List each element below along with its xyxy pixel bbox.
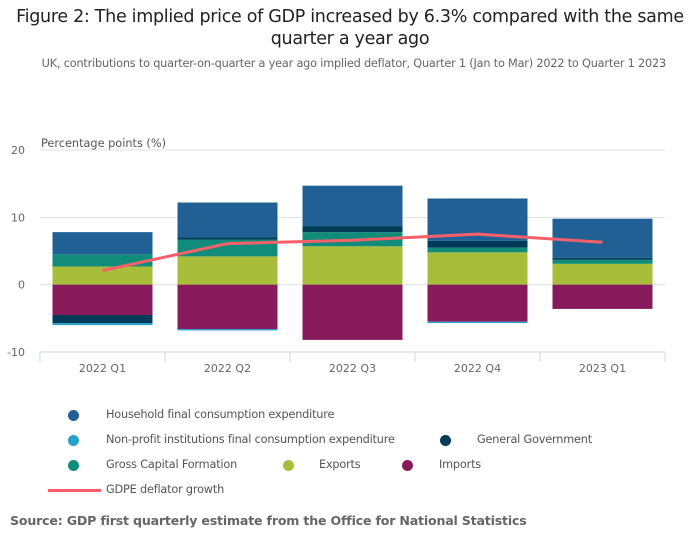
y-tick-label: 10 [11,211,25,224]
legend-item[interactable]: Imports [439,458,481,471]
bar-segment [52,314,153,324]
legend-item[interactable]: Gross Capital Formation [106,458,238,471]
bar-segment [177,237,278,240]
bar-segment [302,226,403,233]
legend-marker-icon [68,460,79,471]
x-tick-label: 2022 Q1 [79,362,126,375]
x-tick-label: 2022 Q2 [204,362,251,375]
legend-marker-icon [440,435,451,446]
x-tick-label: 2023 Q1 [579,362,626,375]
legend-item[interactable]: Exports [319,458,361,471]
y-tick-label: 20 [11,144,25,157]
bar-segment [427,252,528,285]
bar-segment [427,284,528,322]
legend-item[interactable]: General Government [477,433,592,446]
bar-segment [302,246,403,285]
bar-segment [52,266,153,285]
chart-plot: 20 10 0 -10 2022 Q1 2022 Q2 2022 Q3 2022 Q4 202… [7,137,666,375]
legend-item[interactable]: Household final consumption expenditure [106,408,335,421]
bar-segment [302,284,403,340]
y-tick-label: 0 [18,279,25,292]
legend-marker-icon [283,460,294,471]
legend-marker-icon [402,460,413,471]
bar-segment [52,284,153,315]
bar-segment [552,263,653,285]
bar-segment [427,247,528,253]
source-note: Source: GDP first quarterly estimate fro… [10,513,527,528]
bar-segment [552,284,653,309]
bar-segment [427,240,528,248]
bar-segment [52,254,153,267]
legend-item[interactable]: GDPE deflator growth [106,483,225,496]
bar-segment [52,232,153,255]
legend-item[interactable]: Non-profit institutions final consumptio… [106,433,395,446]
bar-segment [552,257,653,260]
bar-segment [552,218,653,258]
bar-segment [552,259,653,264]
y-axis-label: Percentage points (%) [41,137,166,150]
legend-marker-icon [68,435,79,446]
bar-segment [177,284,278,330]
legend-line-icon [48,489,101,492]
chart-subtitle: UK, contributions to quarter-on-quarter … [41,57,667,70]
bar-segment [302,185,403,227]
deflator-line [102,232,603,272]
x-tick-label: 2022 Q3 [329,362,376,375]
bar-segment [177,256,278,285]
legend-marker-icon [68,410,79,421]
chart-title: Figure 2: The implied price of GDP incre… [16,7,684,49]
x-tick-label: 2022 Q4 [454,362,501,375]
bar-segment [177,329,278,331]
bar-segment [177,202,278,238]
bar-segment [427,321,528,324]
bar-segment [52,323,153,326]
y-tick-label: -10 [7,346,25,359]
